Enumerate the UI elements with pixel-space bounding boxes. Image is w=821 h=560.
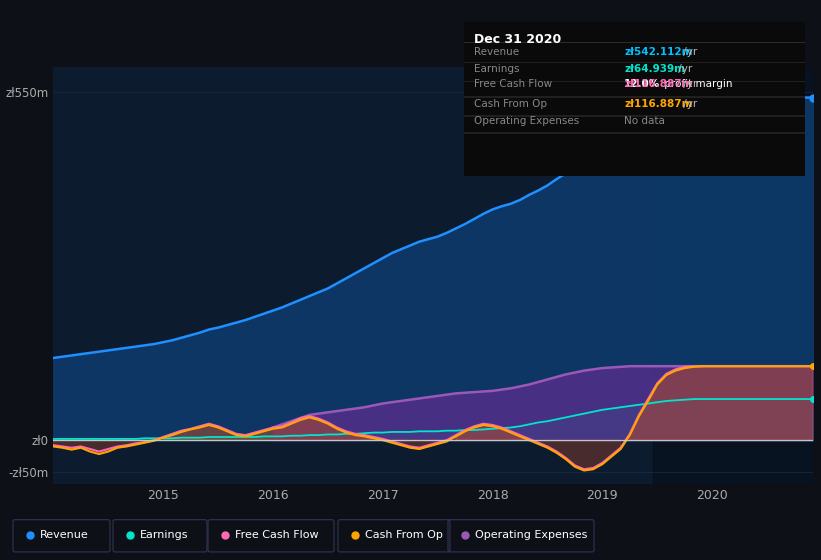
Text: /yr: /yr (681, 47, 698, 57)
Text: Free Cash Flow: Free Cash Flow (235, 530, 319, 540)
Text: zł542.112m: zł542.112m (624, 47, 692, 57)
Text: Operating Expenses: Operating Expenses (474, 116, 580, 127)
Text: Dec 31 2020: Dec 31 2020 (474, 33, 562, 46)
Text: zł116.887m: zł116.887m (624, 100, 692, 109)
Bar (653, 67, 813, 484)
Text: Earnings: Earnings (140, 530, 189, 540)
Text: Revenue: Revenue (474, 47, 519, 57)
Text: profit margin: profit margin (662, 80, 733, 90)
Text: Earnings: Earnings (474, 64, 520, 74)
Text: zł116.887m: zł116.887m (624, 80, 692, 90)
Text: zł64.939m: zł64.939m (624, 64, 685, 74)
Text: Free Cash Flow: Free Cash Flow (474, 80, 553, 90)
Text: Cash From Op: Cash From Op (474, 100, 547, 109)
Text: Operating Expenses: Operating Expenses (475, 530, 587, 540)
Text: No data: No data (624, 116, 665, 127)
Text: /yr: /yr (675, 64, 692, 74)
Text: 12.0%: 12.0% (624, 80, 660, 90)
Text: Revenue: Revenue (40, 530, 89, 540)
Text: /yr: /yr (681, 80, 698, 90)
Text: Cash From Op: Cash From Op (365, 530, 443, 540)
Text: /yr: /yr (681, 100, 698, 109)
